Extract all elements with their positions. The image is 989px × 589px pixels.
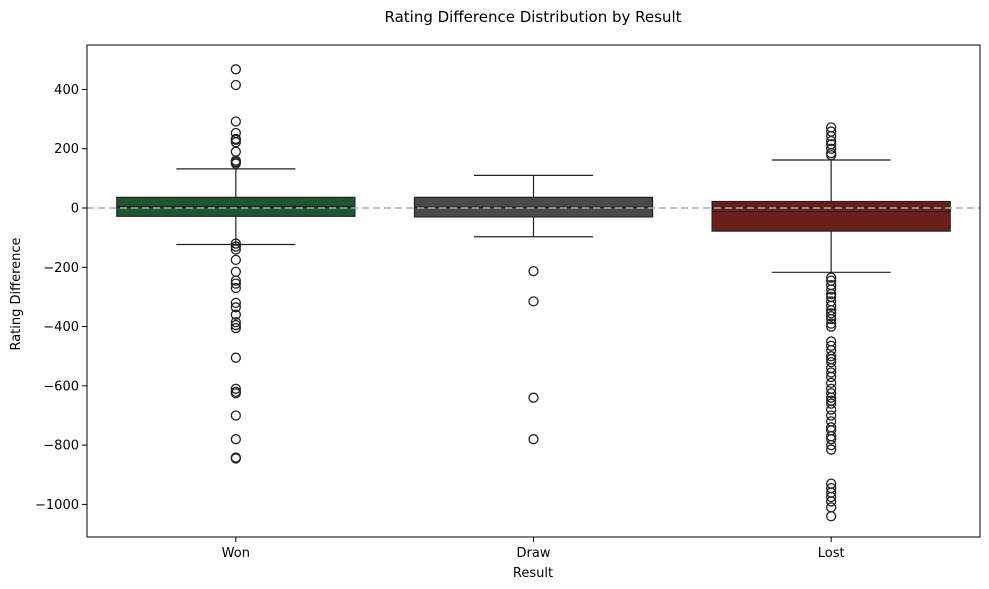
outlier-point [826, 410, 837, 421]
outlier-point [230, 309, 241, 320]
outlier-point [528, 296, 539, 307]
chart-title: Rating Difference Distribution by Result [384, 8, 681, 26]
x-tick-label: Won [222, 546, 250, 561]
outlier-point [230, 244, 241, 255]
outlier-point [826, 131, 837, 142]
outlier-point [826, 272, 837, 283]
outlier-point [826, 398, 837, 409]
outlier-point [826, 434, 837, 445]
outlier-point [230, 453, 241, 464]
outlier-point [826, 491, 837, 503]
outlier-point [826, 392, 837, 403]
outlier-point [230, 410, 241, 421]
outlier-point [826, 318, 837, 329]
outlier-point [826, 135, 837, 147]
outlier-point [528, 434, 539, 445]
outlier-point [230, 241, 241, 252]
outlier-point [826, 502, 837, 513]
outlier-point [826, 314, 837, 325]
outlier-point [230, 297, 241, 309]
outlier-point [230, 254, 241, 266]
y-tick-label: −1000 [35, 498, 79, 513]
outlier-point [230, 352, 241, 363]
outlier-point [528, 392, 539, 403]
x-tick-label: Lost [818, 546, 845, 561]
outlier-point [230, 116, 241, 127]
outlier-point [230, 275, 241, 286]
outlier-point [230, 146, 241, 157]
outlier-point [230, 302, 241, 313]
y-tick-label: −200 [43, 261, 79, 276]
outlier-point [230, 434, 241, 445]
outlier-point [826, 311, 837, 322]
outlier-point [826, 288, 837, 300]
outlier-point [826, 356, 837, 368]
y-tick-label: −800 [43, 439, 79, 454]
x-tick-label: Draw [517, 546, 551, 561]
outlier-point [230, 383, 241, 394]
outlier-point [826, 377, 837, 389]
outlier-point [230, 238, 241, 249]
outlier-point [826, 511, 837, 522]
plot-frame [86, 44, 981, 538]
outlier-point [826, 439, 837, 451]
outlier-point [826, 143, 837, 154]
y-axis-title: Rating Difference [9, 237, 24, 350]
outlier-point [230, 79, 241, 91]
outlier-point [230, 316, 241, 328]
outlier-point [826, 371, 837, 383]
y-tick-label: −600 [43, 379, 79, 394]
outlier-point [826, 388, 837, 399]
outlier-point [230, 278, 241, 289]
box-lost [711, 200, 951, 232]
outlier-point [826, 150, 837, 161]
outlier-point [826, 404, 837, 415]
outlier-point [230, 64, 241, 75]
outlier-point [826, 340, 837, 351]
y-tick-label: 200 [54, 142, 79, 157]
x-axis-title: Result [513, 566, 553, 581]
outlier-point [826, 367, 837, 378]
outlier-point [230, 158, 241, 169]
outlier-point [826, 351, 837, 362]
outlier-point [826, 321, 837, 332]
y-tick-label: 0 [71, 202, 79, 217]
outlier-point [230, 282, 241, 294]
outlier-point [528, 265, 539, 277]
outlier-point [230, 322, 241, 334]
outlier-point [230, 388, 241, 399]
outlier-point [826, 284, 837, 295]
outlier-point [826, 300, 837, 311]
outlier-point [826, 444, 837, 455]
plot-area: −1000 −800 −600 −400 −200 0 200 400 Won Draw Lost [35, 44, 981, 561]
outlier-point [826, 308, 837, 319]
outlier-point [230, 319, 241, 331]
y-tick-label: −400 [43, 320, 79, 335]
y-tick-label: 400 [54, 83, 79, 98]
outlier-point [826, 496, 837, 507]
outlier-point [230, 266, 241, 277]
